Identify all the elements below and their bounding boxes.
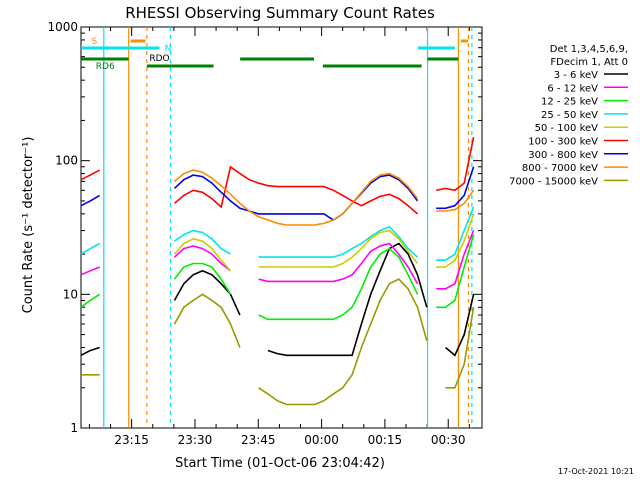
x-tick-label: 23:15 — [114, 433, 149, 447]
y-tick-label: 1 — [70, 421, 78, 435]
y-axis-label: Count Rate (s⁻¹ detector⁻¹) — [21, 137, 36, 314]
series-line — [258, 229, 419, 268]
flag-label: N — [165, 44, 172, 54]
series-line — [436, 166, 475, 210]
y-tick-label: 100 — [55, 154, 78, 168]
y-tick-label: 1000 — [47, 20, 78, 34]
series-line — [173, 165, 419, 215]
series-line — [173, 293, 241, 348]
series-line — [80, 266, 100, 276]
series-line — [80, 242, 101, 255]
chart-title: RHESSI Observing Summary Count Rates — [125, 4, 435, 22]
legend-label: 800 - 7000 keV — [522, 163, 598, 174]
legend-header: Det 1,3,4,5,6,9, — [550, 44, 628, 55]
series-line — [80, 346, 100, 357]
series-line — [173, 174, 419, 221]
series-line — [258, 247, 419, 321]
x-axis-label: Start Time (01-Oct-06 23:04:42) — [175, 456, 385, 471]
legend: Det 1,3,4,5,6,9, FDecim 1, Att 0 3 - 6 keV… — [509, 44, 628, 187]
flag-label: RDO — [149, 54, 169, 64]
series-line — [258, 278, 428, 406]
flag-label: RD6 — [96, 62, 115, 72]
series-line — [173, 245, 231, 272]
x-tick-label: 23:30 — [178, 433, 213, 447]
plot-frame — [80, 26, 483, 429]
series-line — [436, 230, 475, 290]
x-tick-label: 23:45 — [241, 433, 276, 447]
legend-label: 300 - 800 keV — [528, 150, 598, 161]
timestamp: 17-Oct-2021 10:21 — [558, 467, 634, 476]
series-line — [436, 136, 475, 192]
legend-label: 6 - 12 keV — [547, 83, 598, 94]
series-line — [173, 262, 232, 295]
series-line — [80, 169, 101, 181]
series-line — [436, 206, 475, 262]
legend-label: 7000 - 15000 keV — [509, 176, 598, 187]
series-line — [173, 238, 232, 272]
legend-header: FDecim 1, Att 0 — [550, 57, 628, 68]
legend-label: 50 - 100 keV — [535, 123, 599, 134]
series-line — [173, 169, 419, 226]
series-line — [80, 293, 101, 308]
series-line — [436, 189, 475, 212]
x-tick-label: 00:00 — [304, 433, 339, 447]
x-tick-label: 00:30 — [431, 433, 466, 447]
series-line — [267, 242, 428, 357]
series-line — [258, 225, 419, 258]
y-tick-label: 10 — [63, 287, 78, 301]
plot-area: 1 10 100 1000 23:15 23:30 23:45 00:00 00:15 00:30… — [47, 20, 483, 447]
series-line — [436, 234, 475, 309]
series-line — [436, 213, 475, 268]
legend-label: 12 - 25 keV — [541, 97, 598, 108]
series-line — [444, 294, 475, 357]
series-line — [80, 194, 101, 207]
flag-label: S — [92, 37, 98, 47]
legend-label: 3 - 6 keV — [554, 70, 598, 81]
legend-label: 100 - 300 keV — [528, 137, 598, 148]
series-line — [445, 307, 475, 389]
legend-label: 25 - 50 keV — [541, 110, 598, 121]
x-tick-label: 00:15 — [368, 433, 403, 447]
series-line — [258, 242, 419, 285]
series-line — [174, 229, 231, 255]
